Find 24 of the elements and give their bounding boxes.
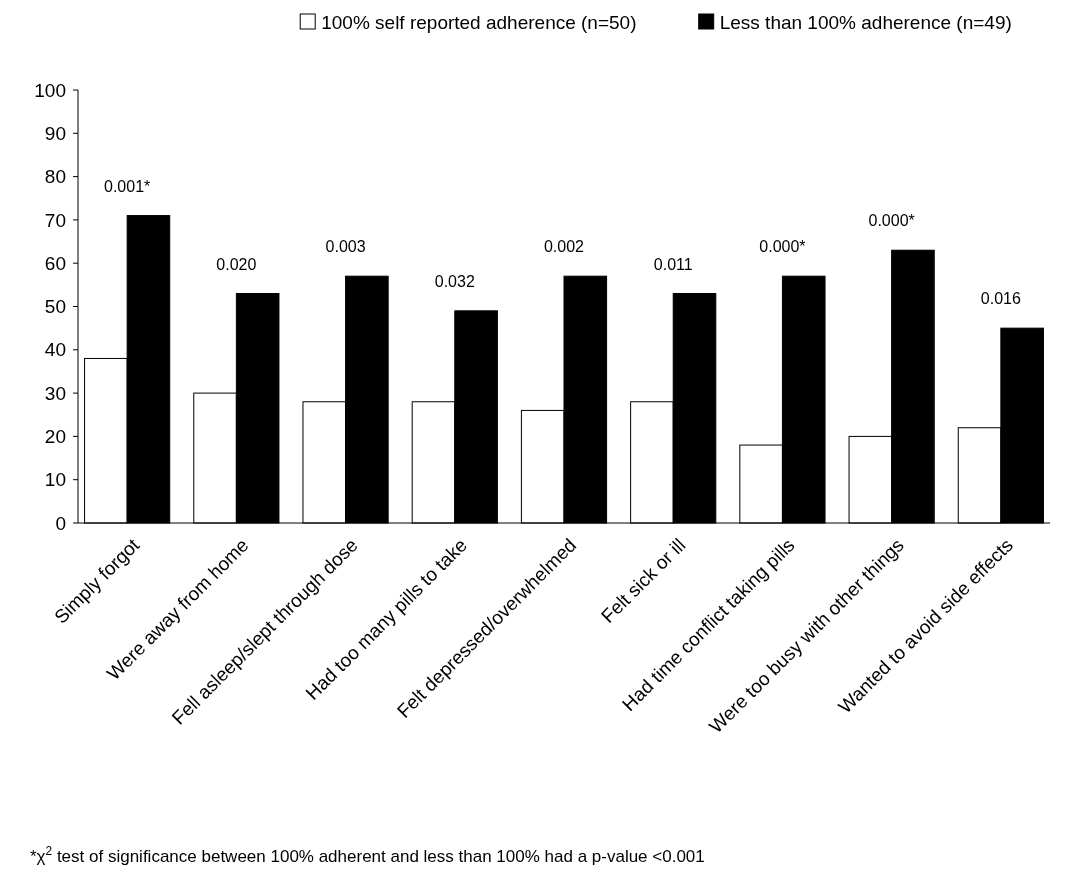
y-tick-label: 20: [44, 426, 66, 448]
y-tick-label: 10: [44, 469, 66, 491]
y-tick-label: 60: [44, 252, 66, 274]
annotation: 0.020: [216, 255, 257, 273]
annotation: 0.003: [325, 238, 366, 256]
annotation: 0.002: [543, 238, 585, 256]
text: *χ$^{2}$ test of significance between 100% adherent and less than 100% had a p-value <0.001: [30, 844, 705, 866]
legend-label: 100% self reported adherence (n=50): [321, 11, 637, 33]
y-tick-label: 0: [55, 512, 66, 534]
y-tick-label: 90: [44, 122, 66, 144]
y-tick-label: 40: [44, 339, 66, 361]
annotation: 0.016: [980, 290, 1021, 308]
legend-label: Less than 100% adherence (n=49): [719, 11, 1012, 33]
y-tick-label: 70: [44, 209, 66, 231]
y-tick-label: 100: [34, 79, 66, 101]
annotation: 0.032: [434, 272, 475, 290]
annotation: 0.000*: [868, 212, 915, 230]
y-tick-label: 50: [44, 296, 66, 318]
y-tick-label: 80: [44, 166, 66, 188]
annotation: 0.000*: [759, 238, 806, 256]
annotation: 0.011: [653, 255, 693, 273]
y-tick-label: 30: [44, 382, 66, 404]
x-tick-label: Felt sick or ill: [596, 534, 690, 627]
annotation: 0.001*: [104, 177, 151, 195]
